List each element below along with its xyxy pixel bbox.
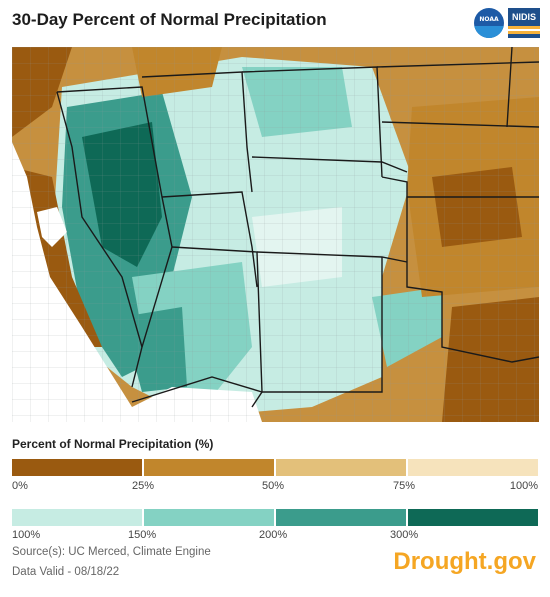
us-mexico-border: [131, 376, 263, 403]
wet-legend-swatch-2: [276, 509, 406, 526]
colorado-north-border: [251, 156, 408, 173]
california-nevada-border: [56, 91, 143, 348]
dakota-border: [376, 61, 539, 68]
drought-gov-link[interactable]: Drought.gov: [393, 548, 536, 575]
nevada-border: [56, 86, 173, 388]
oklahoma-border: [381, 176, 539, 363]
logo-group: NOAA NIDIS: [474, 8, 540, 38]
wet-legend-swatch-0: [12, 509, 142, 526]
wet-legend-swatch-1: [144, 509, 274, 526]
nidis-logo: NIDIS: [508, 8, 540, 38]
minnesota-border: [506, 47, 513, 128]
nidis-logo-stripe: [508, 26, 540, 34]
legend-title: Percent of Normal Precipitation (%): [12, 437, 214, 451]
noaa-logo: NOAA: [474, 8, 504, 38]
dry-legend-bar: [12, 459, 538, 476]
wet-tick-1: 150%: [128, 529, 157, 541]
nidis-logo-text: NIDIS: [511, 12, 536, 22]
dry-tick-1: 25%: [132, 480, 155, 492]
wet-tick-2: 200%: [259, 529, 288, 541]
source-note: Source(s): UC Merced, Climate Engine: [12, 546, 211, 558]
dry-tick-0: 0%: [12, 480, 28, 492]
data-valid-date: Data Valid - 08/18/22: [12, 566, 120, 578]
dry-tick-2: 50%: [262, 480, 285, 492]
dry-legend-swatch-0: [12, 459, 142, 476]
dry-legend-swatch-3: [408, 459, 538, 476]
idaho-utah-border: [141, 71, 253, 193]
nebraska-border: [381, 121, 539, 128]
wet-legend-swatch-3: [408, 509, 538, 526]
state-borders: [56, 47, 539, 408]
utah-border: [161, 191, 258, 288]
dry-tick-4: 100%: [509, 480, 538, 492]
county-grid: [12, 47, 539, 422]
map-title: 30-Day Percent of Normal Precipitation: [12, 10, 327, 29]
dry-legend-swatch-1: [144, 459, 274, 476]
dry-legend-swatch-2: [276, 459, 406, 476]
wet-legend-bar: [12, 509, 538, 526]
wet-tick-0: 100%: [12, 529, 41, 541]
noaa-logo-text: NOAA: [479, 16, 499, 23]
arizona-border: [171, 246, 263, 408]
wet-tick-3: 300%: [390, 529, 419, 541]
new-mexico-border: [262, 257, 383, 393]
precipitation-map-svg: [12, 47, 539, 422]
precipitation-map: [12, 47, 539, 422]
dry-tick-3: 75%: [393, 480, 416, 492]
